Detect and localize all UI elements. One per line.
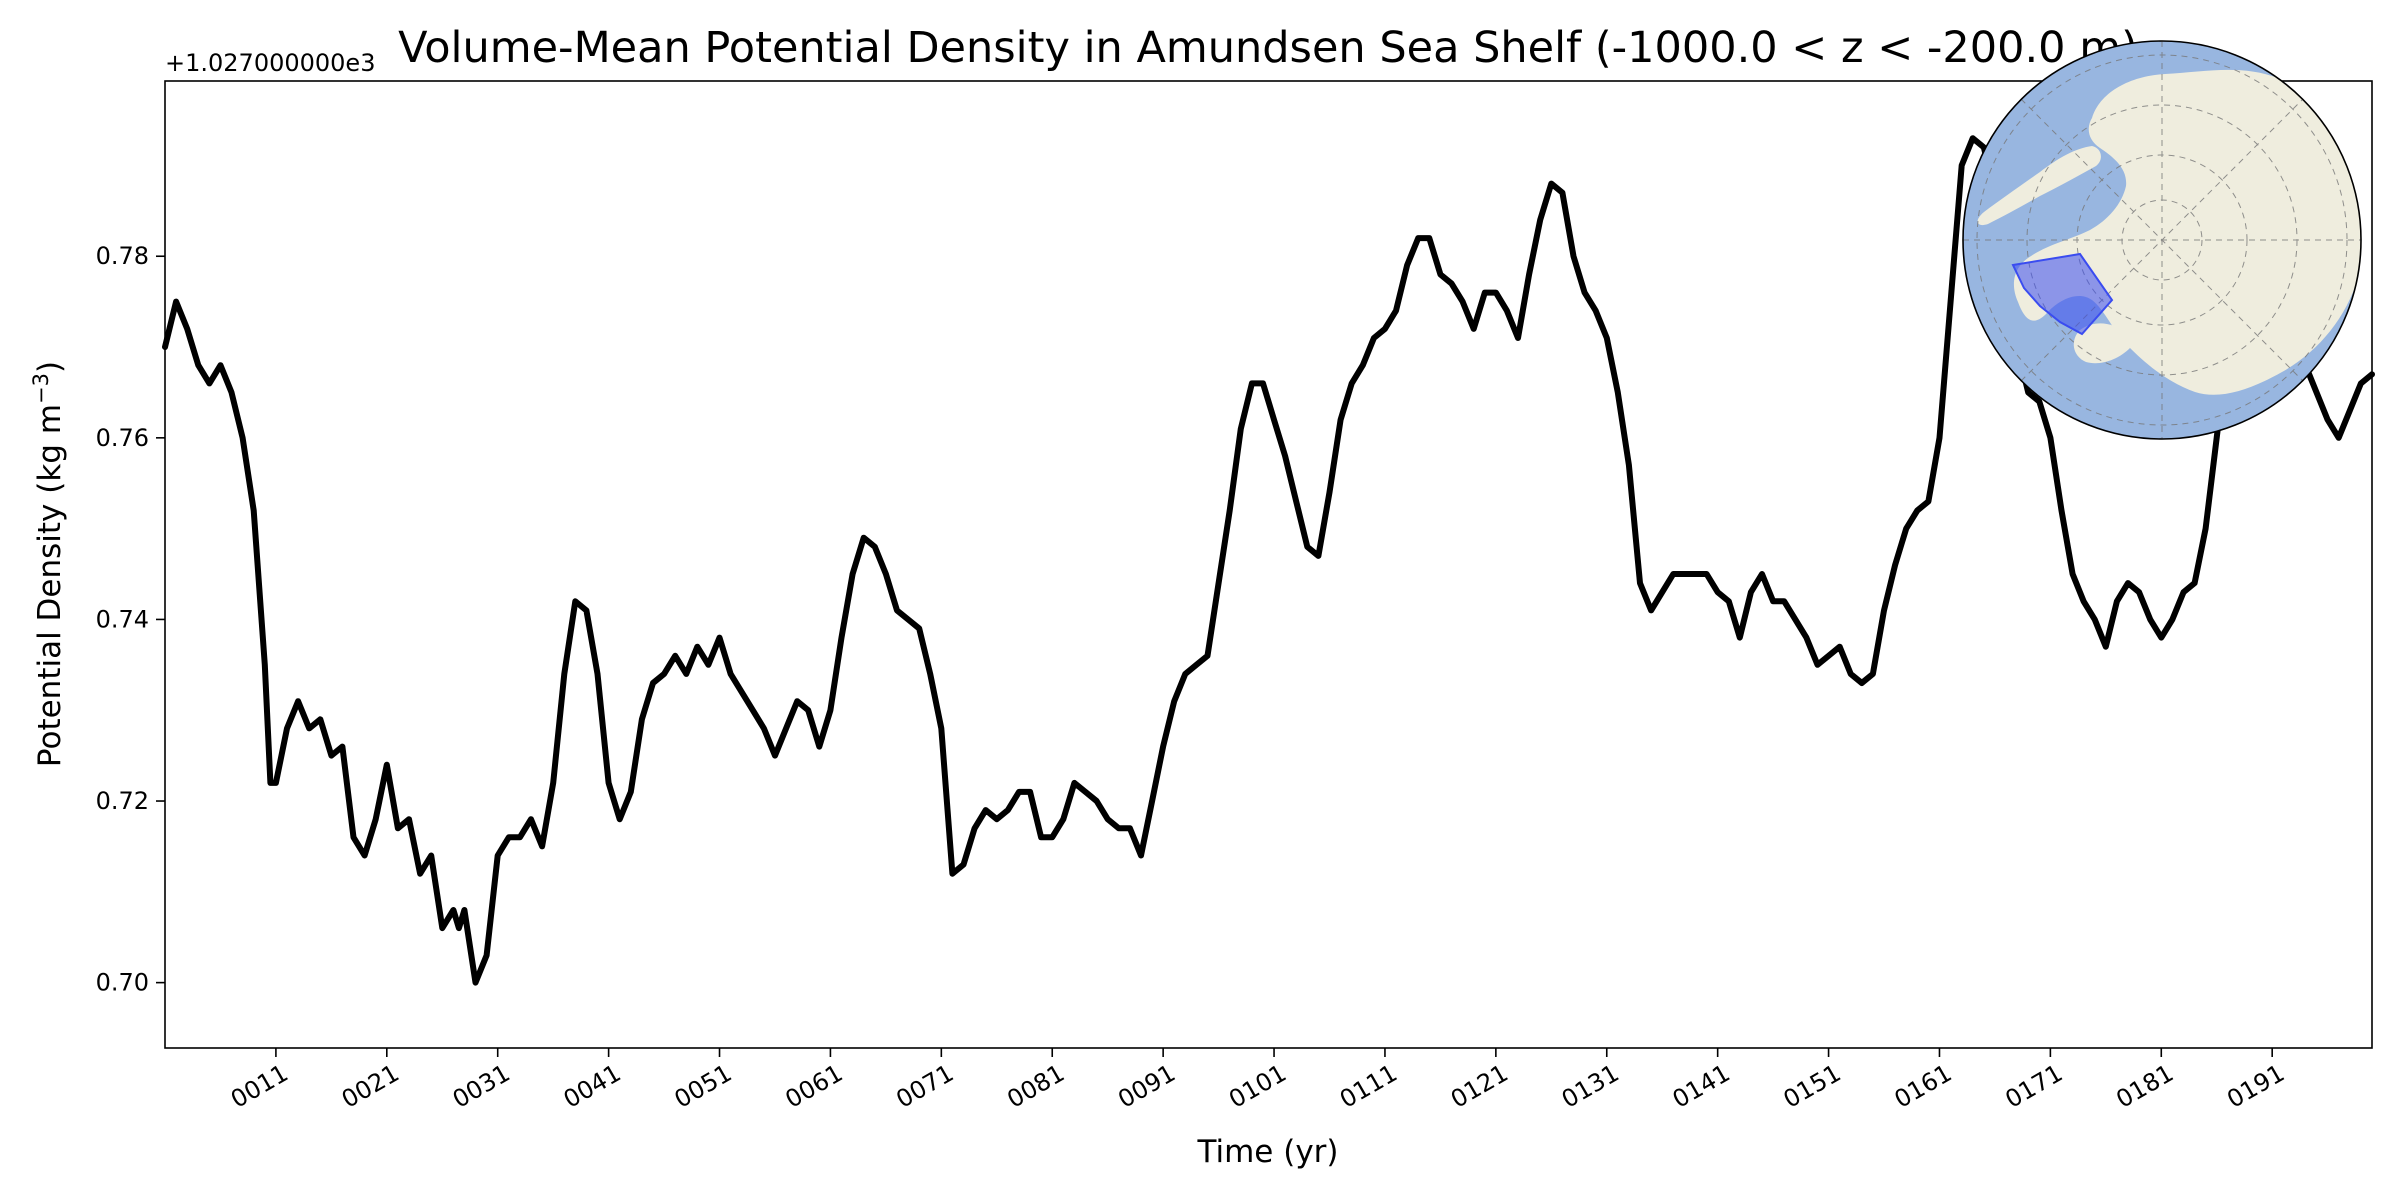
y-axis-label-text: Potential Density (kg m bbox=[32, 404, 68, 767]
y-axis-label-close: ) bbox=[32, 361, 68, 373]
y-tick-label: 0.78 bbox=[96, 242, 149, 270]
inset-map-graticule bbox=[1963, 41, 2361, 439]
y-tick-label: 0.76 bbox=[96, 424, 149, 452]
y-axis-label: Potential Density (kg m−3) bbox=[29, 361, 68, 767]
y-tick-label: 0.74 bbox=[96, 605, 149, 633]
chart-title: Volume-Mean Potential Density in Amundse… bbox=[398, 23, 2138, 73]
inset-map-border bbox=[1962, 40, 2362, 440]
y-axis-ticks: 0.70 0.72 0.74 0.76 0.78 bbox=[96, 242, 165, 997]
plot-frame bbox=[164, 80, 2373, 1049]
antarctica-landmass bbox=[2013, 69, 2361, 395]
inset-map bbox=[1962, 40, 2362, 440]
y-tick-label: 0.70 bbox=[96, 969, 149, 997]
y-axis-label-superscript: −3 bbox=[29, 373, 53, 404]
y-offset-text: +1.027000000e3 bbox=[165, 49, 375, 77]
amundsen-sea-shelf-region bbox=[2011, 252, 2114, 336]
x-axis-label: Time (yr) bbox=[1197, 1134, 1339, 1170]
antarctic-peninsula bbox=[1977, 146, 2101, 226]
y-tick-label: 0.72 bbox=[96, 787, 149, 815]
